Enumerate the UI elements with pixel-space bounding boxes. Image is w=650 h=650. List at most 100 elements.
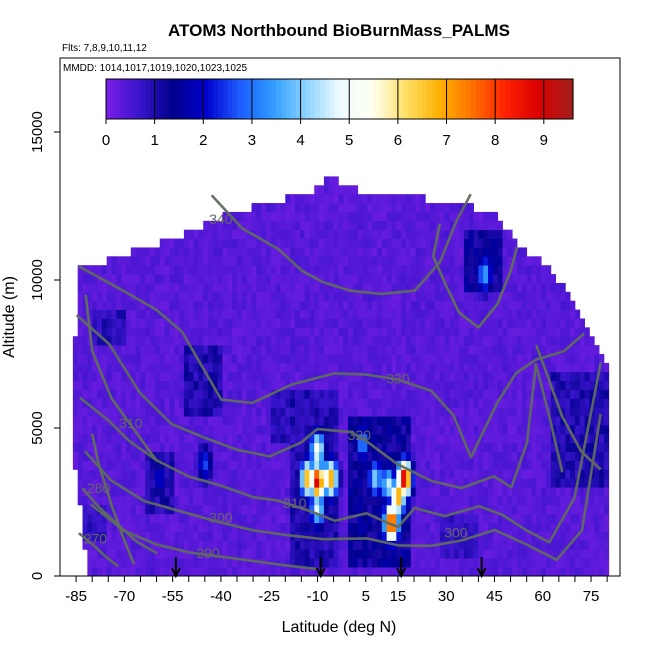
heatmap-cell	[483, 309, 489, 319]
heatmap-cell	[261, 336, 267, 346]
heatmap-cell	[512, 504, 518, 515]
heatmap-cell	[381, 362, 388, 373]
heatmap-cell	[232, 300, 238, 310]
heatmap-cell	[183, 247, 190, 257]
heatmap-cell	[270, 442, 277, 453]
heatmap-cell	[377, 300, 383, 310]
heatmap-cell	[584, 354, 590, 364]
heatmap-cell	[526, 371, 532, 382]
heatmap-cell	[145, 558, 151, 568]
heatmap-cell	[430, 478, 436, 488]
heatmap-cell	[483, 247, 489, 257]
heatmap-cell	[179, 522, 185, 532]
colorbar-swatch	[568, 79, 574, 119]
heatmap-cell	[483, 567, 489, 577]
heatmap-cell	[183, 291, 190, 302]
heatmap-cell	[545, 433, 552, 444]
heatmap-cell	[256, 282, 262, 293]
heatmap-cell	[232, 540, 238, 550]
heatmap-cell	[560, 318, 566, 328]
heatmap-cell	[599, 451, 605, 461]
heatmap-cell	[381, 522, 388, 532]
heatmap-cell	[111, 291, 117, 302]
heatmap-cell	[299, 291, 305, 302]
heatmap-cell	[396, 203, 402, 213]
heatmap-cell	[92, 522, 98, 532]
heatmap-cell	[430, 371, 436, 382]
heatmap-cell	[352, 487, 359, 497]
heatmap-cell	[217, 380, 223, 390]
heatmap-cell	[492, 327, 499, 337]
heatmap-cell	[333, 238, 339, 248]
heatmap-cell	[208, 567, 214, 577]
heatmap-cell	[154, 336, 161, 346]
heatmap-cell	[125, 522, 132, 532]
heatmap-cell	[237, 274, 243, 284]
heatmap-cell	[121, 345, 127, 355]
heatmap-cell	[560, 558, 566, 568]
heatmap-cell	[169, 336, 175, 346]
heatmap-cell	[222, 513, 228, 524]
heatmap-cell	[420, 318, 426, 328]
heatmap-cell	[444, 513, 450, 524]
heatmap-cell	[227, 398, 233, 408]
heatmap-cell	[154, 531, 161, 541]
heatmap-cell	[246, 282, 252, 293]
heatmap-cell	[72, 371, 79, 382]
heatmap-cell	[299, 451, 305, 461]
heatmap-cell	[459, 327, 465, 337]
heatmap-cell	[483, 318, 489, 328]
heatmap-cell	[454, 274, 460, 284]
heatmap-cell	[159, 433, 165, 444]
heatmap-cell	[87, 425, 93, 435]
heatmap-cell	[183, 540, 190, 550]
heatmap-cell	[72, 407, 79, 417]
heatmap-cell	[154, 425, 161, 435]
heatmap-cell	[319, 336, 325, 346]
heatmap-cell	[555, 407, 561, 417]
heatmap-cell	[285, 203, 291, 213]
heatmap-cell	[565, 469, 571, 479]
heatmap-cell	[92, 380, 98, 390]
heatmap-cell	[237, 291, 243, 302]
heatmap-cell	[357, 380, 363, 390]
heatmap-cell	[531, 433, 537, 444]
heatmap-cell	[140, 282, 146, 293]
heatmap-cell	[555, 327, 561, 337]
heatmap-cell	[193, 291, 199, 302]
heatmap-cell	[72, 389, 79, 399]
heatmap-cell	[77, 300, 83, 310]
heatmap-cell	[425, 460, 431, 470]
heatmap-cell	[430, 238, 436, 248]
heatmap-cell	[410, 531, 417, 541]
heatmap-cell	[396, 309, 402, 319]
heatmap-cell	[434, 389, 441, 399]
heatmap-cell	[468, 558, 474, 568]
heatmap-cell	[555, 531, 561, 541]
y-tick-label: 0	[29, 572, 46, 580]
heatmap-cell	[459, 229, 465, 239]
heatmap-cell	[574, 389, 581, 399]
heatmap-cell	[463, 522, 470, 532]
heatmap-cell	[227, 282, 233, 293]
heatmap-cell	[314, 238, 320, 248]
heatmap-cell	[121, 354, 127, 364]
heatmap-cell	[338, 549, 344, 559]
heatmap-cell	[150, 522, 156, 532]
heatmap-cell	[584, 504, 590, 515]
heatmap-cell	[381, 345, 388, 355]
heatmap-cell	[550, 407, 557, 417]
heatmap-cell	[589, 362, 595, 373]
heatmap-cell	[444, 211, 450, 222]
heatmap-cell	[463, 256, 470, 266]
heatmap-cell	[256, 407, 262, 417]
heatmap-cell	[77, 416, 83, 426]
heatmap-cell	[430, 407, 436, 417]
heatmap-cell	[106, 469, 112, 479]
heatmap-cell	[222, 362, 228, 373]
heatmap-cell	[106, 487, 112, 497]
heatmap-cell	[377, 407, 383, 417]
heatmap-cell	[140, 309, 146, 319]
heatmap-cell	[526, 513, 532, 524]
heatmap-cell	[328, 460, 334, 470]
